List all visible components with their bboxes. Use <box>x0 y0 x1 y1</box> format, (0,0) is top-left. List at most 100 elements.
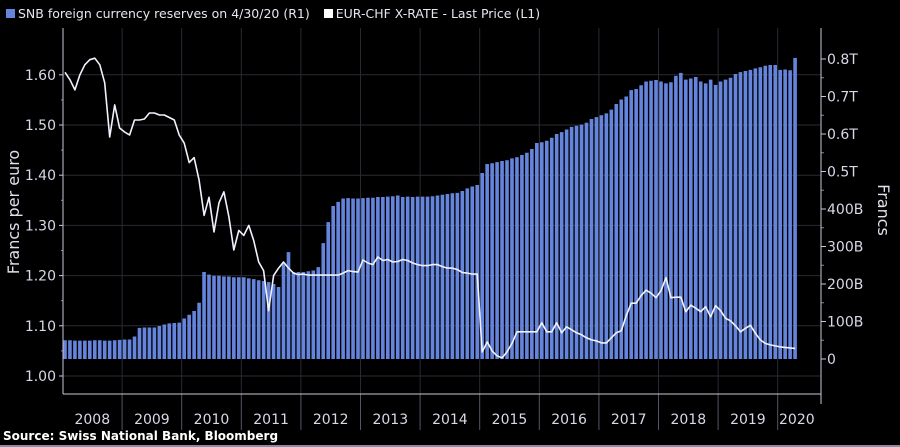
bar-reserves <box>336 201 340 359</box>
y-tick-label-right: 0.8T <box>827 52 858 68</box>
bar-reserves <box>187 314 191 359</box>
bar-reserves <box>515 157 519 359</box>
bar-reserves <box>713 84 718 359</box>
bar-reserves <box>301 272 306 359</box>
bars-reserves <box>63 57 797 359</box>
bar-reserves <box>331 206 335 359</box>
x-tick-label: 2009 <box>134 412 170 428</box>
bar-reserves <box>490 163 494 359</box>
bar-reserves <box>535 143 539 359</box>
bar-reserves <box>485 164 489 359</box>
bar-reserves <box>246 278 251 359</box>
bar-reserves <box>137 327 142 359</box>
bar-reserves <box>400 197 405 359</box>
bar-reserves <box>554 134 559 359</box>
bar-reserves <box>738 72 743 359</box>
y-tick-label-right: 300B <box>827 240 863 256</box>
x-tick-label: 2015 <box>492 412 528 428</box>
legend-swatch-eurchf <box>323 9 333 18</box>
y-tick-label-left: 1.10 <box>25 319 56 335</box>
bar-reserves <box>440 194 445 359</box>
bar-reserves <box>564 129 569 359</box>
bar-reserves <box>192 311 196 359</box>
bar-reserves <box>559 132 564 359</box>
bar-reserves <box>748 69 753 359</box>
bar-reserves <box>177 322 182 359</box>
y-tick-label-right: 400B <box>827 202 863 218</box>
bar-reserves <box>117 339 122 359</box>
bar-reserves <box>316 267 321 359</box>
bar-reserves <box>445 194 450 359</box>
x-tick-label: 2017 <box>611 412 647 428</box>
bar-reserves <box>450 193 455 359</box>
legend-label-reserves: SNB foreign currency reserves on 4/30/20… <box>18 6 310 21</box>
bar-reserves <box>73 340 77 359</box>
bar-reserves <box>232 277 236 359</box>
x-tick-label: 2012 <box>313 412 349 428</box>
bar-reserves <box>251 279 256 359</box>
bar-reserves <box>326 222 331 359</box>
bar-reserves <box>430 196 435 359</box>
bar-reserves <box>594 117 599 359</box>
bar-reserves <box>788 70 792 359</box>
bar-reserves <box>83 340 87 359</box>
y-tick-label-left: 1.30 <box>25 218 56 234</box>
bar-reserves <box>386 196 390 359</box>
bar-reserves <box>88 340 92 359</box>
bar-reserves <box>152 327 157 359</box>
bar-reserves <box>202 272 206 359</box>
y-tick-label-right: 0.6T <box>827 127 858 143</box>
y-tick-label-right: 0 <box>827 352 836 368</box>
bar-reserves <box>63 340 67 359</box>
legend-swatch-reserves <box>6 9 15 18</box>
divider <box>0 445 900 447</box>
bar-reserves <box>574 125 579 359</box>
bar-reserves <box>102 340 107 359</box>
x-tick-label: 2018 <box>670 412 706 428</box>
bar-reserves <box>634 89 638 359</box>
bar-reserves <box>167 323 172 359</box>
x-tick-label: 2019 <box>730 412 766 428</box>
bar-reserves <box>639 85 643 359</box>
bar-reserves <box>510 158 514 359</box>
x-tick-label: 2020 <box>779 412 815 428</box>
bar-reserves <box>271 284 276 359</box>
legend-label-eurchf: EUR-CHF X-RATE - Last Price (L1) <box>335 6 541 21</box>
bar-reserves <box>227 276 231 359</box>
bar-reserves <box>405 196 410 359</box>
bar-reserves <box>599 115 604 359</box>
bar-reserves <box>589 119 594 359</box>
bar-reserves <box>435 195 440 359</box>
bar-reserves <box>197 302 201 359</box>
bar-reserves <box>659 81 663 359</box>
bar-reserves <box>351 198 355 359</box>
bar-reserves <box>212 275 216 359</box>
bar-reserves <box>157 326 162 359</box>
legend: SNB foreign currency reserves on 4/30/20… <box>6 6 550 21</box>
bar-reserves <box>222 276 226 359</box>
bar-reserves <box>361 198 365 359</box>
bar-reserves <box>390 196 395 359</box>
bar-reserves <box>688 78 693 359</box>
bar-reserves <box>460 191 465 359</box>
bar-reserves <box>132 336 137 359</box>
bar-reserves <box>346 198 350 359</box>
bar-reserves <box>455 192 460 359</box>
bar-reserves <box>604 113 609 359</box>
bar-reserves <box>679 72 683 359</box>
legend-item-eurchf: EUR-CHF X-RATE - Last Price (L1) <box>323 6 541 21</box>
bar-reserves <box>376 197 380 359</box>
bar-reserves <box>281 263 286 359</box>
bar-reserves <box>147 327 152 359</box>
bar-reserves <box>609 109 614 359</box>
bar-reserves <box>475 185 480 359</box>
legend-item-reserves: SNB foreign currency reserves on 4/30/20… <box>6 6 310 21</box>
y-tick-label-left: 1.40 <box>25 168 56 184</box>
bar-reserves <box>291 272 296 359</box>
y-tick-label-left: 1.60 <box>25 68 56 84</box>
bar-reserves <box>768 65 773 359</box>
bar-reserves <box>127 339 132 359</box>
y-tick-label-left: 1.00 <box>25 369 56 385</box>
x-tick-label: 2013 <box>372 412 408 428</box>
bar-reserves <box>480 173 484 359</box>
